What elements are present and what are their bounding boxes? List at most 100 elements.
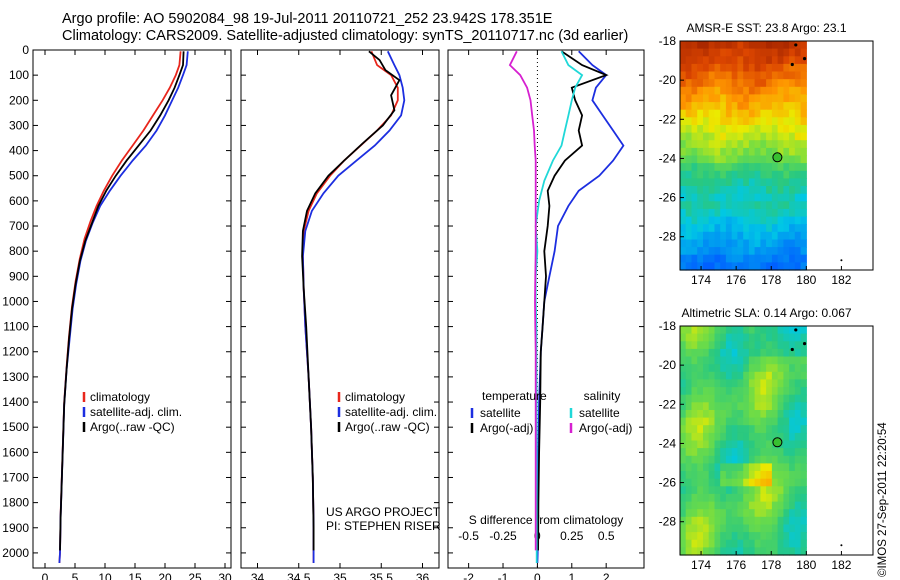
heat-cell <box>771 463 779 472</box>
heat-cell <box>731 163 738 172</box>
heat-cell <box>703 41 710 50</box>
heat-cell <box>766 216 773 225</box>
heat-cell <box>760 254 767 263</box>
heat-cell <box>771 516 779 525</box>
heat-cell <box>720 216 727 225</box>
heat-cell <box>703 486 710 495</box>
heat-cell <box>743 455 750 464</box>
heat-cell <box>743 486 750 495</box>
heat-cell <box>771 478 779 487</box>
heat-cell <box>691 147 698 157</box>
heat-cell <box>731 547 738 556</box>
heat-cell <box>731 379 738 388</box>
heat-cell <box>708 333 715 342</box>
heat-cell <box>783 186 790 195</box>
heat-cell <box>743 140 750 149</box>
heat-cell <box>720 478 727 487</box>
differences-axes-frame <box>447 49 645 569</box>
heat-cell <box>754 509 761 518</box>
heat-cell <box>748 239 756 248</box>
heat-cell <box>789 547 796 556</box>
heat-cell <box>771 471 779 480</box>
heat-cell <box>760 425 767 434</box>
heat-cell <box>743 224 750 233</box>
heat-cell <box>714 170 721 179</box>
heat-cell <box>714 102 721 111</box>
series-line <box>301 50 406 563</box>
heat-cell <box>748 524 756 533</box>
heat-cell <box>760 539 767 548</box>
heat-cell <box>720 547 727 556</box>
heat-cell <box>697 109 704 118</box>
heat-cell <box>680 516 687 525</box>
x-tick-label: 35.5 <box>370 571 394 580</box>
heat-cell <box>714 41 721 50</box>
heat-cell <box>783 262 790 271</box>
heat-cell <box>800 425 807 434</box>
heat-cell <box>760 117 767 126</box>
heat-cell <box>754 547 761 556</box>
heat-cell <box>720 387 727 396</box>
heat-cell <box>703 547 710 556</box>
heat-cell <box>737 262 744 271</box>
heat-cell <box>783 140 790 149</box>
heat-cell <box>760 440 767 449</box>
heat-cell <box>800 440 807 449</box>
series-line <box>58 51 189 564</box>
heat-cell <box>748 109 756 118</box>
heat-cell <box>743 448 750 457</box>
x-tick-label: 0 <box>42 571 49 580</box>
heat-cell <box>725 509 733 518</box>
heat-cell <box>783 132 790 141</box>
heat-cell <box>743 193 750 202</box>
heat-cell <box>731 117 738 126</box>
heat-cell <box>680 201 687 210</box>
heat-cell <box>789 402 796 411</box>
heat-cell <box>783 231 790 240</box>
heat-cell <box>685 371 692 380</box>
heat-cell <box>737 109 744 118</box>
heat-cell <box>737 516 744 525</box>
heat-cell <box>703 71 710 80</box>
heat-cell <box>743 478 750 487</box>
heat-cell <box>760 201 767 210</box>
heat-cell <box>766 432 773 442</box>
heat-cell <box>720 254 727 263</box>
heat-cell <box>720 379 727 388</box>
heat-cell <box>691 547 698 556</box>
heat-cell <box>725 417 733 426</box>
heat-cell <box>800 432 807 442</box>
heat-cell <box>777 109 784 118</box>
heat-cell <box>725 216 733 225</box>
heat-cell <box>771 402 779 411</box>
heat-cell <box>766 493 773 503</box>
heat-cell <box>720 371 727 380</box>
heat-cell <box>703 463 710 472</box>
heat-cell <box>697 379 704 388</box>
y-tick-label: 1900 <box>2 521 29 535</box>
heat-cell <box>680 178 687 187</box>
heat-cell <box>789 478 796 487</box>
heat-cell <box>720 333 727 342</box>
heat-cell <box>697 356 704 365</box>
heat-cell <box>725 432 733 442</box>
heat-cell <box>680 239 687 248</box>
heat-cell <box>720 501 727 510</box>
heat-cell <box>725 379 733 388</box>
heat-cell <box>725 262 733 271</box>
heat-cell <box>794 247 802 256</box>
heat-cell <box>680 387 687 396</box>
heat-cell <box>680 63 687 73</box>
heat-cell <box>731 348 738 358</box>
heat-cell <box>760 371 767 380</box>
heat-cell <box>760 247 767 256</box>
heat-cell <box>789 532 796 541</box>
heat-cell <box>771 410 779 419</box>
heat-cell <box>703 147 710 157</box>
heat-cell <box>800 516 807 525</box>
heat-cell <box>691 333 698 342</box>
heat-cell <box>789 132 796 141</box>
heat-cell <box>743 155 750 164</box>
heat-cell <box>725 41 733 50</box>
heat-cell <box>748 341 756 350</box>
